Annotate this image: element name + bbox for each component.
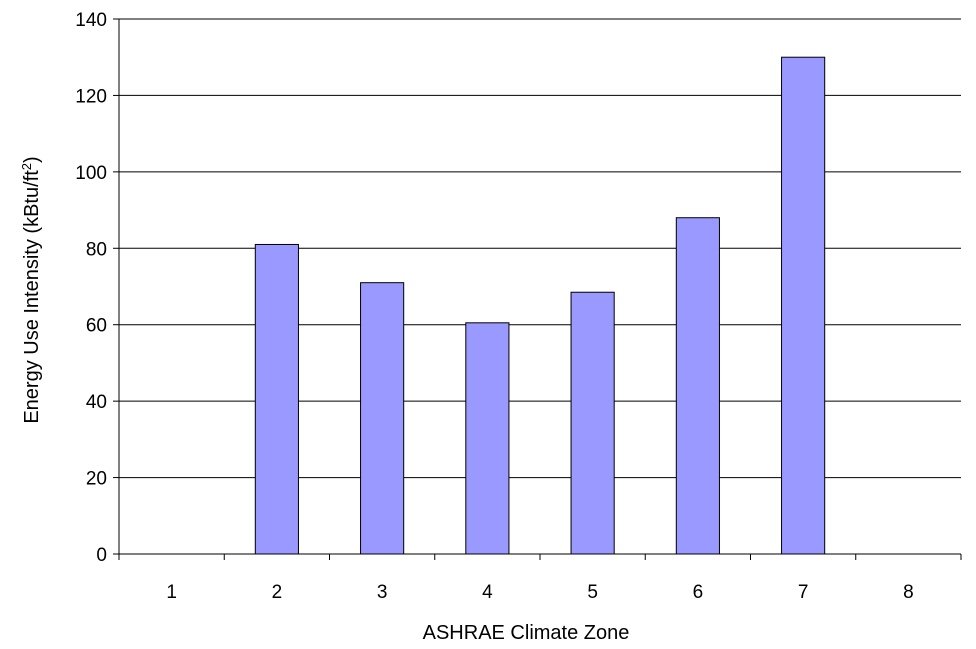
axes [118, 19, 961, 555]
y-tick-label: 80 [86, 239, 107, 260]
bar-zone-5 [570, 291, 615, 555]
y-tick-label: 100 [75, 163, 107, 184]
gridlines [119, 18, 961, 479]
x-tick-label: 1 [166, 582, 177, 603]
bar-zone-4 [465, 322, 510, 555]
bar-zone-7 [781, 56, 826, 555]
bar-zone-6 [675, 217, 720, 555]
y-tick-label: 140 [75, 10, 107, 31]
y-axis-title-main: Energy Use Intensity (kBtu/ft [21, 170, 43, 424]
y-tick-label: 0 [96, 545, 107, 566]
x-axis-ticks: 1 2 3 4 5 6 7 8 [118, 554, 962, 603]
bar-zone-3 [360, 282, 405, 555]
x-tick-label: 3 [377, 582, 388, 603]
x-axis-title: ASHRAE Climate Zone [423, 622, 630, 644]
x-tick-label: 5 [587, 582, 598, 603]
y-tick-label: 20 [86, 469, 107, 490]
y-tick-label: 60 [86, 316, 107, 337]
x-tick-label: 8 [903, 582, 914, 603]
y-axis-title: Energy Use Intensity (kBtu/ft2) [19, 156, 44, 423]
x-tick-label: 4 [482, 582, 493, 603]
x-tick-label: 6 [693, 582, 704, 603]
y-tick-label: 40 [86, 392, 107, 413]
y-axis-title-end: ) [21, 156, 43, 163]
y-axis-ticks: 0 20 40 60 80 100 120 140 [75, 10, 119, 566]
x-tick-label: 7 [798, 582, 809, 603]
bars [254, 56, 826, 555]
bar-zone-2 [254, 243, 299, 555]
y-axis-title-sup: 2 [19, 163, 34, 170]
y-tick-label: 120 [75, 86, 107, 107]
x-tick-label: 2 [272, 582, 283, 603]
